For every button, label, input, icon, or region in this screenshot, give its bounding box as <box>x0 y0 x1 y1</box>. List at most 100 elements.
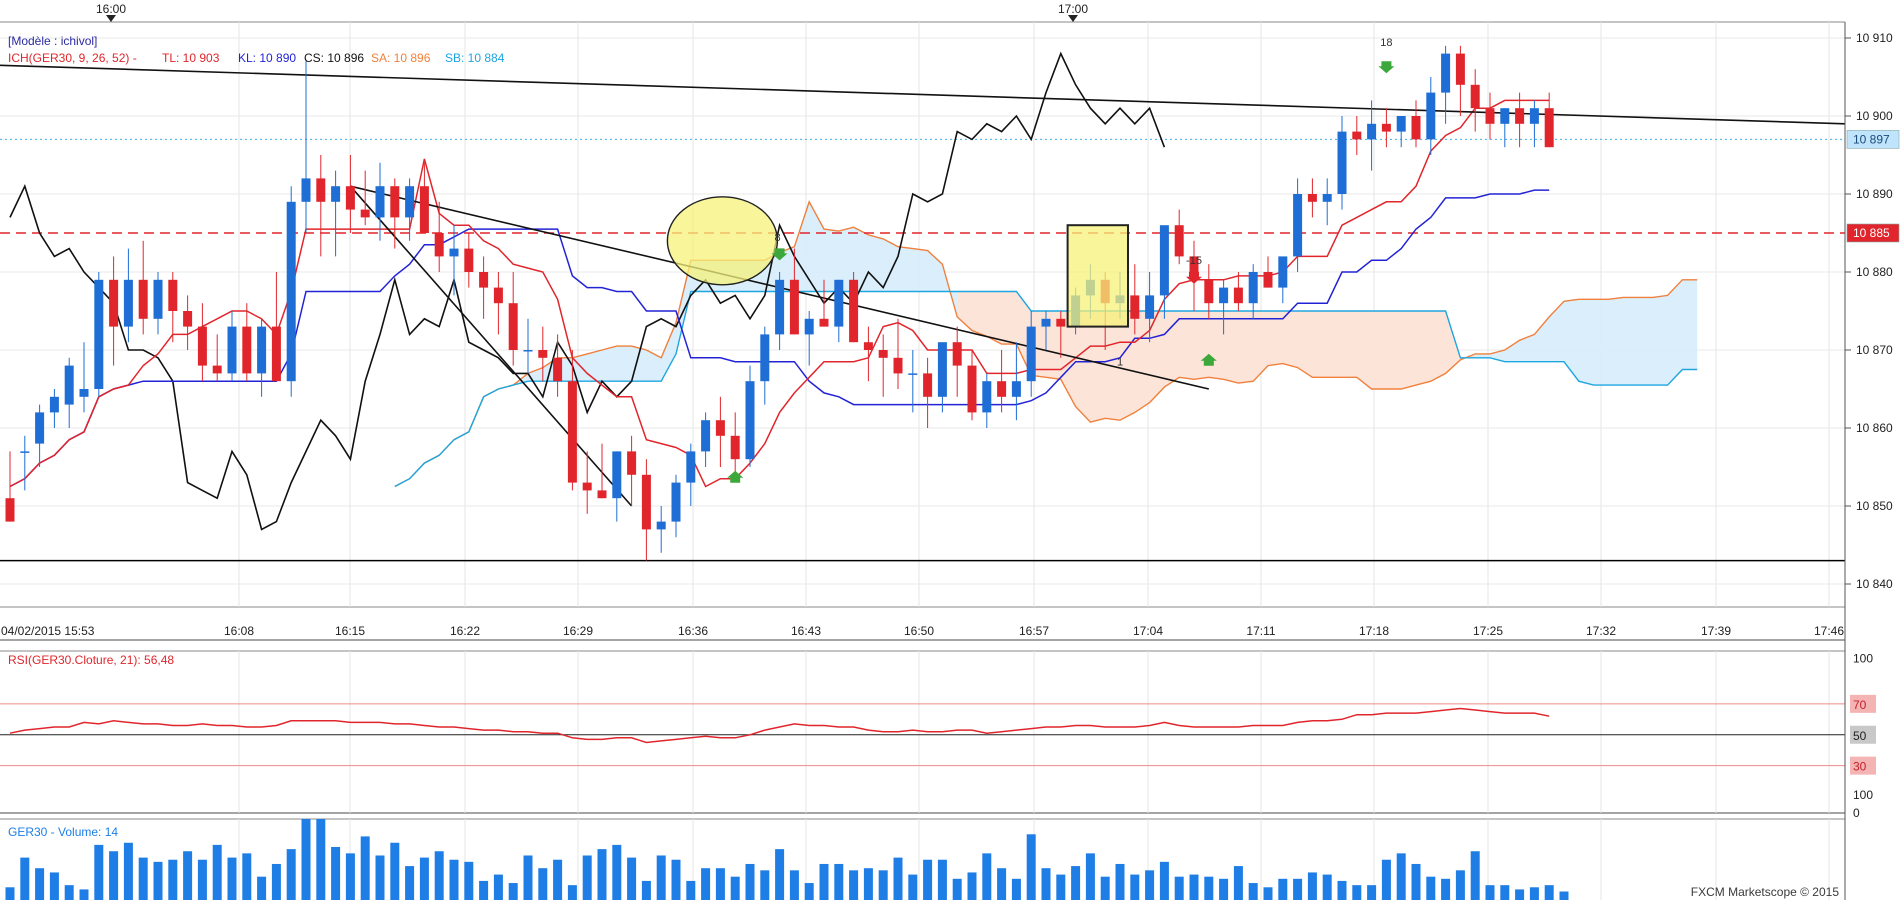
candle-body <box>271 326 281 382</box>
volume-bar <box>1293 878 1303 900</box>
volume-bar <box>997 868 1007 900</box>
rsi-level-badge <box>1850 694 1876 713</box>
volume-bar <box>775 849 785 900</box>
volume-bar <box>730 876 740 900</box>
rsi-axis-label: 100 <box>1853 652 1873 666</box>
candle-body <box>1233 287 1243 304</box>
candle-body <box>627 451 637 475</box>
volume-bar <box>316 819 326 900</box>
candle-body <box>1026 326 1036 382</box>
legend-item: SB: 10 884 <box>445 51 505 65</box>
volume-bar <box>612 844 622 900</box>
volume-bar <box>686 880 696 900</box>
volume-bar <box>360 836 370 900</box>
rsi-axis-label: 50 <box>1853 729 1867 743</box>
candle-body <box>804 318 814 335</box>
volume-bar <box>197 859 207 900</box>
candle-body <box>1367 123 1377 140</box>
volume-bar <box>1470 851 1480 900</box>
candle-body <box>1337 131 1347 194</box>
candle-body <box>1470 84 1480 109</box>
candle-body <box>79 389 89 397</box>
volume-bar <box>597 849 607 900</box>
volume-bar <box>627 857 637 900</box>
signal-arrow-down-icon <box>1378 61 1395 74</box>
volume-bar <box>937 859 947 900</box>
y-axis-label: 10 890 <box>1856 187 1893 201</box>
candle-body <box>1500 108 1510 124</box>
time-marker-caret-icon <box>1068 15 1078 22</box>
volume-bar <box>242 853 252 900</box>
volume-bar <box>123 842 133 900</box>
volume-bar <box>271 863 281 900</box>
candle-body <box>789 279 799 335</box>
candle-body <box>123 279 133 327</box>
volume-bar <box>1322 874 1332 900</box>
y-axis-label: 10 840 <box>1856 577 1893 591</box>
volume-bar <box>345 853 355 900</box>
legend-item: KL: 10 890 <box>238 51 296 65</box>
candle-body <box>701 420 711 452</box>
x-axis-label: 16:36 <box>678 624 708 638</box>
x-axis-label: 17:11 <box>1246 624 1275 638</box>
volume-axis-label: 100 <box>1853 788 1873 802</box>
candle-body <box>109 279 119 327</box>
top-time-marker: 17:00 <box>1058 2 1088 16</box>
candle-body <box>1544 108 1554 148</box>
volume-bar <box>1085 853 1095 900</box>
volume-bar <box>1307 872 1317 900</box>
volume-bar <box>1026 834 1036 900</box>
volume-bar <box>1426 876 1436 900</box>
x-axis-label: 16:15 <box>335 624 365 638</box>
signal-arrow-up-icon <box>1200 353 1217 366</box>
volume-bar <box>863 868 873 900</box>
volume-bar <box>301 819 311 900</box>
volume-bar <box>138 857 148 900</box>
candle-body <box>849 279 859 343</box>
candle-body <box>1189 256 1199 280</box>
volume-bar <box>1219 878 1229 900</box>
signal-label: 1 <box>1117 357 1123 369</box>
x-axis-label: 16:43 <box>791 624 821 638</box>
candle-body <box>523 350 533 352</box>
chikou-span-line <box>9 51 1166 531</box>
top-time-strip <box>0 0 1845 22</box>
candle-body <box>656 521 666 530</box>
volume-bar <box>1500 885 1510 900</box>
candle-body <box>730 435 740 460</box>
volume-bar <box>109 851 119 900</box>
volume-bar <box>1233 866 1243 900</box>
candle-body <box>1174 225 1184 257</box>
volume-bar <box>849 870 859 900</box>
candle-body <box>1041 318 1051 327</box>
candle-body <box>1293 194 1303 257</box>
y-axis-label: 10 880 <box>1856 265 1893 279</box>
candle-body <box>375 186 385 218</box>
candle-body <box>1204 279 1214 304</box>
candle-body <box>1515 108 1525 124</box>
volume-bar <box>35 868 45 900</box>
price-badge <box>1846 223 1900 243</box>
volume-bar <box>1130 874 1140 900</box>
volume-bar <box>1145 870 1155 900</box>
signal-label: 18 <box>1380 37 1392 49</box>
volume-bar <box>1367 885 1377 900</box>
candle-body <box>1352 131 1362 140</box>
volume-bar <box>982 853 992 900</box>
right-axis-background <box>1845 0 1903 900</box>
volume-bar <box>49 872 59 900</box>
candle-body <box>553 357 563 382</box>
candle-body <box>1011 381 1021 397</box>
volume-bar <box>1189 874 1199 900</box>
volume-bar <box>1559 891 1569 900</box>
candle-body <box>419 186 429 233</box>
candle-body <box>360 209 370 218</box>
volume-bar <box>153 861 163 900</box>
volume-bar <box>908 874 918 900</box>
price-badge-label: 10 897 <box>1853 132 1890 146</box>
volume-bar <box>508 883 518 900</box>
y-axis-label: 10 910 <box>1856 31 1893 45</box>
x-axis-label: 16:08 <box>224 624 254 638</box>
